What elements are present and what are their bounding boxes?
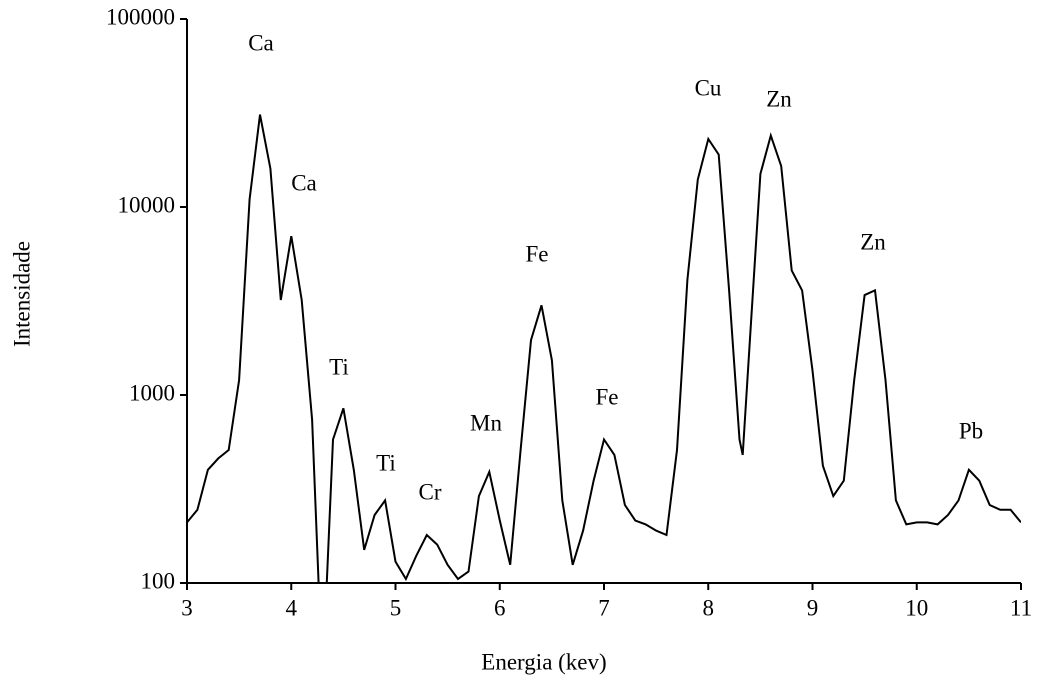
x-axis-label: Energia (kev) bbox=[481, 649, 606, 674]
y-tick-label: 10000 bbox=[118, 192, 176, 217]
x-tick-label: 7 bbox=[598, 595, 610, 620]
y-tick-label: 100 bbox=[141, 568, 176, 593]
y-tick-label: 100000 bbox=[106, 4, 175, 29]
peak-label: Cr bbox=[419, 479, 442, 504]
x-tick-label: 10 bbox=[905, 595, 928, 620]
peak-label: Pb bbox=[959, 418, 983, 443]
x-tick-label: 4 bbox=[286, 595, 298, 620]
peak-label: Cu bbox=[695, 75, 722, 100]
peak-label: Zn bbox=[766, 86, 792, 111]
x-tick-label: 3 bbox=[181, 595, 193, 620]
x-tick-label: 8 bbox=[703, 595, 715, 620]
peak-label: Ti bbox=[329, 354, 349, 379]
peak-label: Fe bbox=[526, 241, 549, 266]
spectrum-line bbox=[187, 114, 1021, 583]
x-tick-label: 5 bbox=[390, 595, 402, 620]
peak-label: Ca bbox=[291, 170, 317, 195]
peak-label: Zn bbox=[860, 229, 886, 254]
x-tick-label: 6 bbox=[494, 595, 506, 620]
peak-label: Fe bbox=[596, 384, 619, 409]
y-axis-label: Intensidade bbox=[9, 241, 34, 347]
x-tick-label: 9 bbox=[807, 595, 819, 620]
y-tick-label: 1000 bbox=[129, 380, 175, 405]
x-tick-label: 11 bbox=[1010, 595, 1032, 620]
peak-label: Ca bbox=[248, 30, 274, 55]
peak-label: Ti bbox=[376, 450, 396, 475]
peak-label: Mn bbox=[470, 410, 502, 435]
